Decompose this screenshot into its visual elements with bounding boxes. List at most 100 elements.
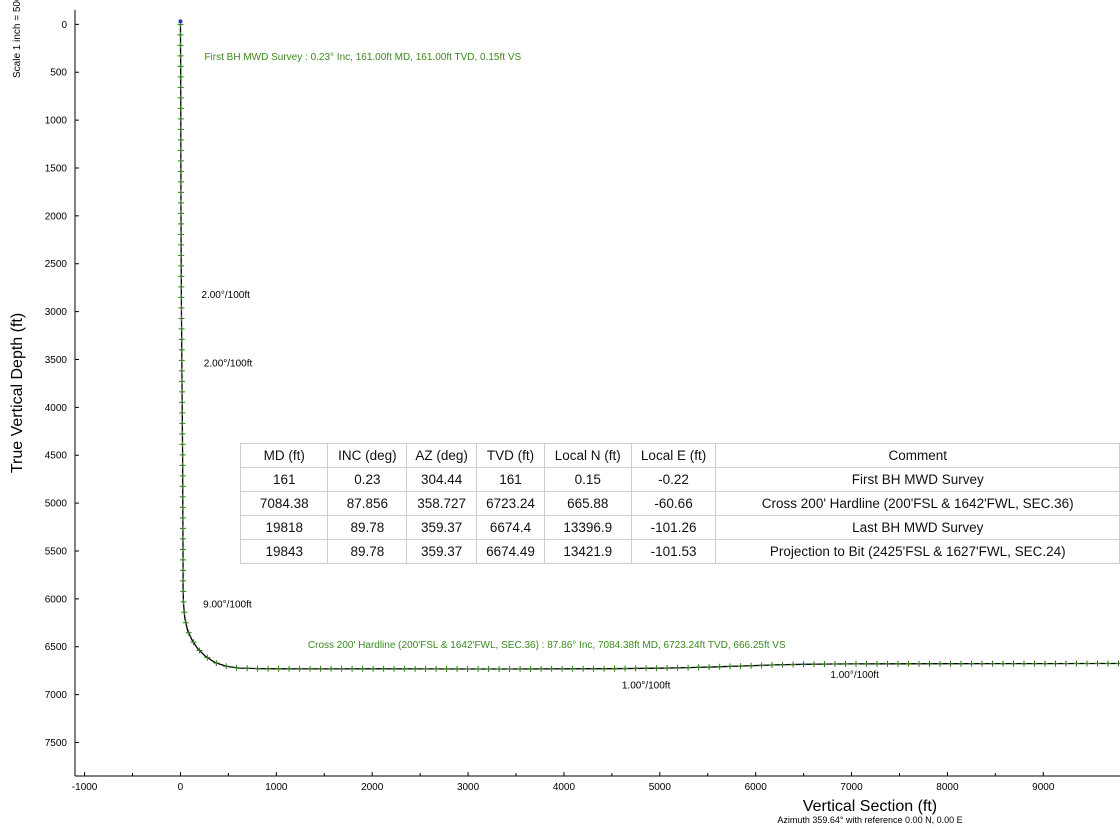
table-cell: 359.37	[406, 539, 478, 564]
survey-station-marker	[177, 147, 184, 154]
survey-station-marker	[884, 660, 891, 667]
survey-station-marker	[254, 665, 261, 672]
x-tick-label: 3000	[457, 782, 480, 793]
y-tick-label: 4000	[45, 403, 68, 414]
table-cell: 13421.9	[543, 539, 632, 564]
table-cell: First BH MWD Survey	[715, 467, 1120, 492]
survey-station-marker	[178, 367, 185, 374]
y-axis-title: True Vertical Depth (ft)	[9, 313, 26, 473]
survey-station-marker	[580, 665, 587, 672]
column-header: INC (deg)	[327, 443, 408, 468]
y-tick-label: 0	[61, 20, 67, 31]
survey-station-marker	[548, 665, 555, 672]
survey-station-marker	[178, 210, 184, 217]
survey-station-marker	[177, 73, 184, 80]
x-tick-label: 6000	[745, 782, 768, 793]
survey-station-marker	[905, 660, 912, 667]
survey-station-marker	[180, 556, 186, 563]
survey-station-marker	[401, 665, 408, 672]
survey-station-marker	[179, 493, 186, 500]
survey-station-marker	[748, 662, 755, 669]
survey-station-marker	[370, 665, 377, 672]
survey-station-marker	[179, 546, 186, 553]
survey-station-marker	[178, 346, 185, 353]
survey-station-marker	[422, 665, 429, 672]
x-axis-title: Vertical Section (ft)	[803, 798, 937, 815]
survey-station-marker	[958, 660, 964, 667]
table-cell: -101.53	[630, 539, 717, 564]
table-cell: 161	[239, 467, 329, 492]
table-cell: 19818	[239, 515, 329, 540]
survey-station-marker	[800, 661, 807, 668]
survey-station-marker	[179, 472, 186, 479]
survey-station-marker	[179, 525, 186, 532]
survey-station-marker	[265, 665, 272, 672]
survey-station-marker	[412, 665, 419, 672]
survey-station-marker	[1063, 660, 1069, 667]
survey-station-marker	[179, 483, 186, 490]
table-cell: -60.66	[630, 491, 717, 516]
survey-station-marker	[359, 665, 366, 672]
survey-station-marker	[178, 199, 184, 206]
y-tick-label: 2000	[45, 211, 68, 222]
y-tick-label: 500	[50, 68, 67, 79]
y-tick-label: 5500	[45, 546, 68, 557]
survey-station-marker	[307, 665, 314, 672]
survey-station-marker	[178, 283, 185, 290]
table-cell: 161	[476, 467, 545, 492]
y-tick-label: 3500	[45, 355, 68, 366]
survey-station-marker	[178, 336, 185, 343]
survey-station-marker	[178, 262, 185, 269]
chart-annotation: 9.00°/100ft	[203, 599, 252, 610]
survey-station-marker	[811, 661, 817, 668]
table-cell: 304.44	[406, 467, 478, 492]
survey-station-marker	[758, 662, 765, 669]
survey-station-marker	[196, 647, 203, 654]
survey-station-marker	[454, 665, 461, 672]
table-row: 161 0.23 304.44 161 0.15 -0.22 First BH …	[239, 467, 1120, 492]
table-cell: 665.88	[543, 491, 632, 516]
table-cell: 13396.9	[543, 515, 632, 540]
survey-station-marker	[1052, 660, 1059, 667]
y-tick-label: 6000	[45, 594, 68, 605]
survey-station-marker	[244, 665, 251, 672]
survey-station-marker	[685, 664, 692, 671]
survey-station-marker	[177, 157, 184, 164]
y-tick-label: 3000	[45, 307, 68, 318]
x-tick-label: 5000	[649, 782, 672, 793]
survey-station-marker	[863, 660, 870, 667]
table-row: 19843 89.78 359.37 6674.49 13421.9 -101.…	[239, 539, 1120, 564]
survey-station-marker	[664, 665, 671, 671]
surface-location-marker	[178, 19, 183, 24]
survey-station-marker	[179, 430, 186, 437]
survey-station-marker	[1073, 660, 1080, 667]
survey-station-marker	[1094, 660, 1101, 667]
survey-station-marker	[653, 665, 660, 672]
survey-station-marker	[177, 126, 184, 133]
survey-station-marker	[177, 136, 184, 143]
table-cell: 0.15	[543, 467, 632, 492]
survey-station-marker	[328, 665, 335, 672]
survey-station-marker	[569, 665, 576, 672]
x-tick-label: 9000	[1032, 782, 1055, 793]
survey-station-marker	[179, 514, 186, 521]
survey-station-marker	[317, 665, 324, 672]
table-cell: Last BH MWD Survey	[715, 515, 1120, 540]
y-tick-label: 1000	[45, 116, 68, 127]
survey-station-marker	[937, 660, 943, 667]
survey-station-marker	[916, 660, 922, 667]
survey-station-marker	[181, 609, 188, 616]
y-tick-label: 6500	[45, 642, 68, 653]
survey-station-marker	[179, 399, 186, 406]
table-cell: 87.856	[327, 491, 408, 516]
survey-table: MD (ft) INC (deg) AZ (deg) TVD (ft) Loca…	[239, 443, 1120, 564]
survey-station-marker	[895, 660, 901, 667]
survey-station-marker	[874, 660, 880, 667]
chart-annotation: 1.00°/100ft	[830, 670, 879, 681]
survey-station-marker	[286, 665, 293, 672]
table-row: 7084.38 87.856 358.727 6723.24 665.88 -6…	[239, 491, 1120, 516]
table-cell: 0.23	[327, 467, 408, 492]
survey-station-marker	[177, 31, 184, 38]
y-tick-label: 4500	[45, 451, 68, 462]
survey-station-marker	[433, 665, 440, 672]
